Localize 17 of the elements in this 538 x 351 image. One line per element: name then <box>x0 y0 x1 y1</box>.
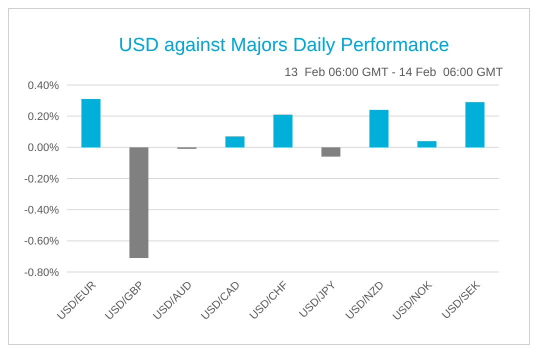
y-tick-label: -0.60% <box>24 236 60 248</box>
bar <box>273 114 292 148</box>
y-tick-label: -0.20% <box>24 173 60 186</box>
chart-subtitle: 13 Feb 06:00 GMT - 14 Feb 06:00 GMT <box>283 65 503 79</box>
bar <box>225 136 244 148</box>
bar <box>369 110 388 148</box>
bar <box>129 147 148 258</box>
y-tick-label: 0.20% <box>28 111 60 124</box>
chart-title: USD against Majors Daily Performance <box>118 35 450 57</box>
bar <box>465 102 484 148</box>
bar <box>321 147 340 157</box>
y-tick-label: 0.40% <box>28 80 60 92</box>
bar <box>417 141 436 148</box>
bar <box>81 99 100 148</box>
y-tick-label: 0.00% <box>28 142 60 154</box>
y-tick-label: -0.80% <box>24 266 60 279</box>
y-tick-label: -0.40% <box>24 204 60 217</box>
